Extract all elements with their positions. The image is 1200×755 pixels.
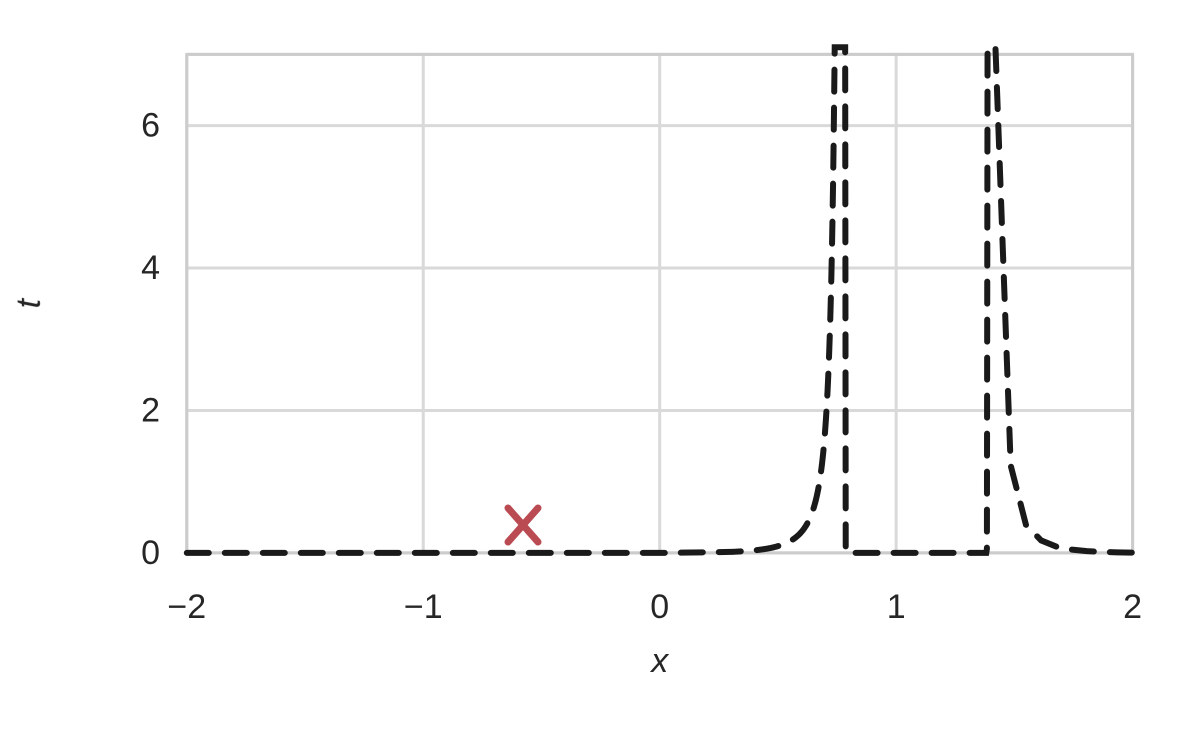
- svg-text:−1: −1: [404, 588, 443, 626]
- svg-text:2: 2: [1123, 588, 1142, 626]
- svg-text:−2: −2: [167, 588, 206, 626]
- svg-text:2: 2: [141, 392, 160, 430]
- svg-text:0: 0: [650, 588, 669, 626]
- svg-text:x: x: [649, 642, 669, 680]
- svg-text:6: 6: [141, 107, 160, 145]
- svg-text:1: 1: [887, 588, 906, 626]
- svg-text:t: t: [10, 297, 48, 308]
- svg-text:0: 0: [141, 534, 160, 572]
- svg-text:4: 4: [141, 249, 160, 287]
